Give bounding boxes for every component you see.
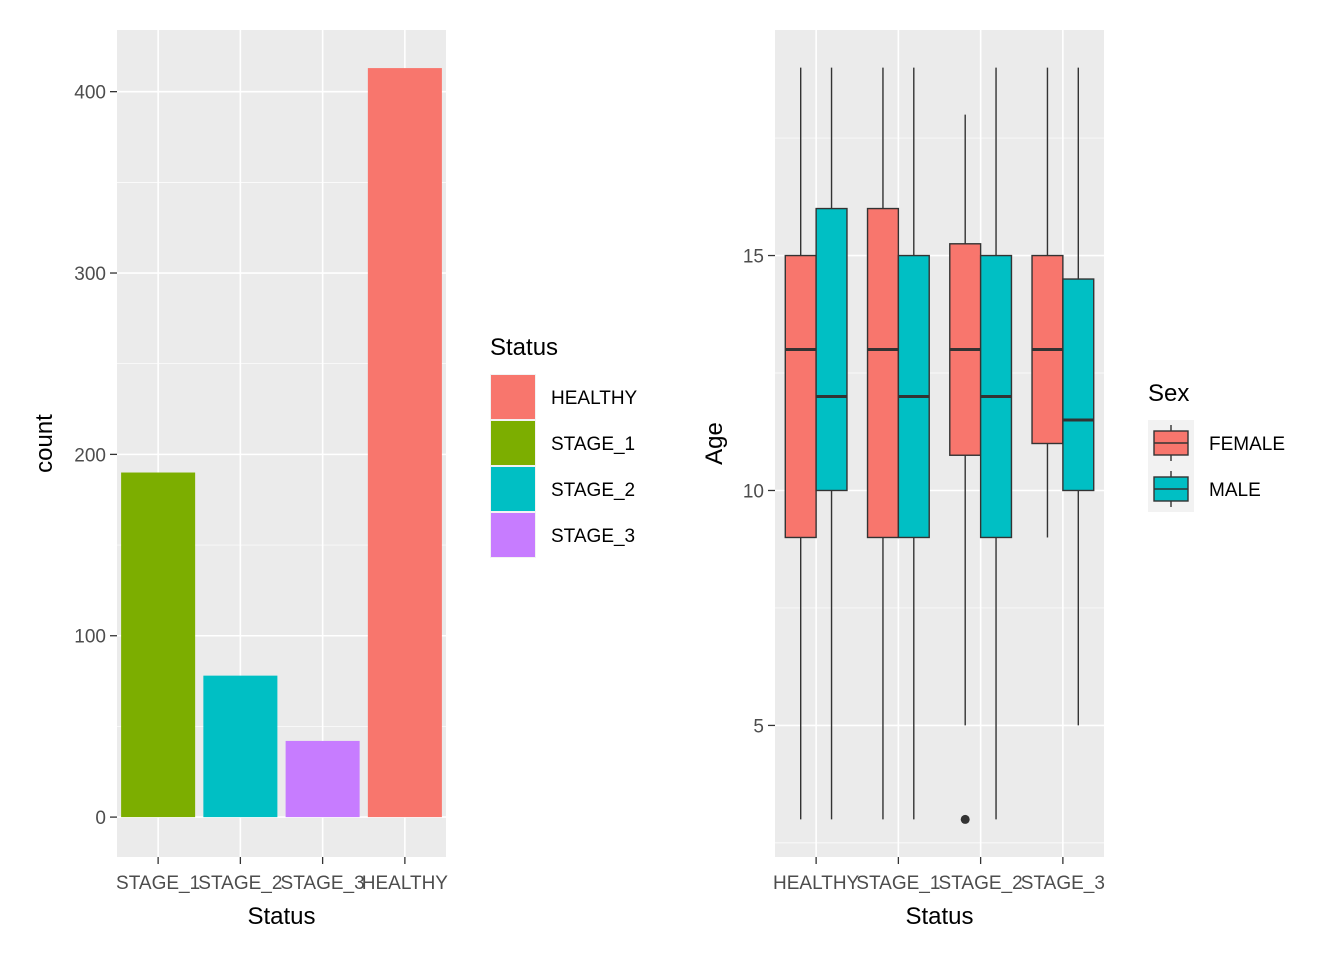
boxplot-male-stage-1 bbox=[897, 67, 930, 820]
x-tick-label: HEALTHY bbox=[773, 873, 860, 894]
y-tick-label: 100 bbox=[74, 627, 106, 648]
boxplot-female-stage-3 bbox=[1031, 67, 1064, 538]
bar-healthy bbox=[367, 68, 442, 818]
y-tick-label: 0 bbox=[95, 808, 106, 829]
y-tick-label: 10 bbox=[743, 481, 764, 502]
y-tick-label: 15 bbox=[743, 247, 764, 268]
box bbox=[1062, 278, 1095, 492]
x-tick-label: STAGE_1 bbox=[856, 873, 940, 894]
x-tick-label: STAGE_3 bbox=[281, 873, 365, 894]
legend-swatch bbox=[491, 467, 535, 511]
legend-key-female bbox=[1148, 420, 1194, 466]
legend-title: Status bbox=[490, 334, 558, 361]
boxplot-male-stage-2 bbox=[979, 67, 1013, 820]
x-tick-label: HEALTHY bbox=[362, 873, 449, 894]
legend-label: STAGE_3 bbox=[551, 526, 635, 547]
legend-label: FEMALE bbox=[1209, 434, 1285, 455]
legend-title: Sex bbox=[1148, 380, 1189, 407]
boxplot-female-stage-1 bbox=[866, 67, 900, 820]
legend-swatch bbox=[491, 513, 535, 557]
boxplot-male-healthy bbox=[815, 67, 848, 820]
y-tick-label: 400 bbox=[74, 83, 106, 104]
legend-swatch bbox=[491, 375, 535, 419]
x-tick-label: STAGE_2 bbox=[939, 873, 1023, 894]
y-axis-title: count bbox=[31, 414, 58, 473]
y-tick-label: 200 bbox=[74, 445, 106, 466]
x-axis-title: Status bbox=[905, 903, 973, 930]
boxplot-male-stage-3 bbox=[1062, 67, 1095, 726]
legend-label: MALE bbox=[1209, 480, 1261, 501]
y-tick-label: 5 bbox=[753, 716, 764, 737]
legend-label: STAGE_1 bbox=[551, 434, 635, 455]
bar-stage-3 bbox=[285, 740, 360, 818]
box bbox=[866, 207, 900, 539]
legend-label: STAGE_2 bbox=[551, 480, 635, 501]
x-tick-label: STAGE_2 bbox=[198, 873, 282, 894]
x-tick-label: STAGE_1 bbox=[116, 873, 200, 894]
legend-label: HEALTHY bbox=[551, 388, 638, 409]
box bbox=[784, 254, 817, 539]
bar-stage-2 bbox=[203, 675, 278, 818]
legend-swatch bbox=[491, 421, 535, 465]
legend-key-male bbox=[1148, 466, 1194, 512]
box bbox=[815, 207, 848, 492]
y-axis-title: Age bbox=[701, 422, 728, 465]
bar-stage-1 bbox=[121, 472, 196, 818]
boxplot-female-healthy bbox=[784, 67, 817, 820]
outlier-point bbox=[960, 814, 970, 824]
y-tick-label: 300 bbox=[74, 264, 106, 285]
x-axis-title: Status bbox=[247, 903, 315, 930]
x-tick-label: STAGE_3 bbox=[1021, 873, 1105, 894]
